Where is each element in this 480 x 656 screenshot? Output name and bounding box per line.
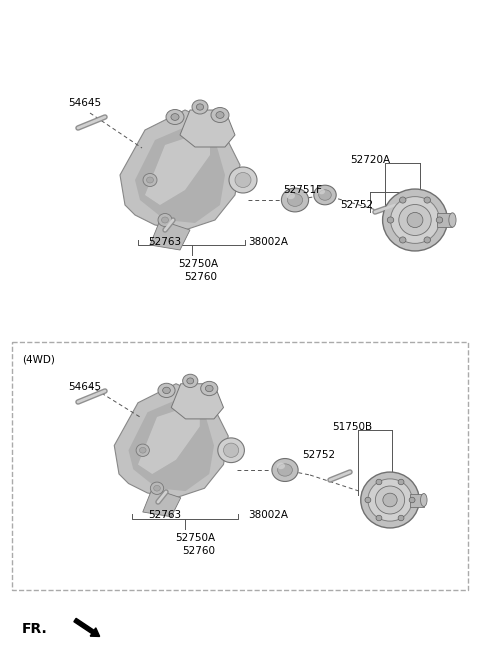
Ellipse shape: [139, 447, 146, 453]
Ellipse shape: [136, 444, 149, 457]
Ellipse shape: [150, 482, 164, 495]
Ellipse shape: [436, 217, 443, 223]
Ellipse shape: [399, 205, 431, 236]
Ellipse shape: [201, 381, 218, 396]
Ellipse shape: [314, 185, 336, 205]
Ellipse shape: [399, 197, 406, 203]
Text: 52763: 52763: [148, 237, 181, 247]
Ellipse shape: [161, 217, 168, 223]
Ellipse shape: [407, 213, 423, 228]
Ellipse shape: [158, 383, 175, 398]
Ellipse shape: [318, 189, 325, 194]
Ellipse shape: [368, 479, 412, 521]
Ellipse shape: [224, 443, 239, 457]
Text: 54645: 54645: [68, 382, 101, 392]
Ellipse shape: [171, 113, 179, 120]
Ellipse shape: [398, 480, 404, 485]
Ellipse shape: [272, 459, 298, 482]
Ellipse shape: [375, 486, 405, 514]
Ellipse shape: [424, 197, 431, 203]
Ellipse shape: [281, 188, 309, 212]
Ellipse shape: [376, 515, 382, 521]
Ellipse shape: [163, 387, 170, 394]
Ellipse shape: [196, 104, 204, 110]
Text: 52752: 52752: [302, 450, 335, 460]
Text: 52760: 52760: [184, 272, 217, 282]
Polygon shape: [171, 384, 224, 419]
Ellipse shape: [192, 100, 208, 114]
Text: (4WD): (4WD): [22, 355, 55, 365]
Polygon shape: [150, 220, 190, 250]
Ellipse shape: [424, 237, 431, 243]
Ellipse shape: [387, 217, 394, 223]
Ellipse shape: [409, 497, 415, 502]
Polygon shape: [120, 110, 240, 230]
Polygon shape: [135, 125, 225, 223]
Ellipse shape: [399, 237, 406, 243]
Text: 38002A: 38002A: [248, 237, 288, 247]
Ellipse shape: [277, 462, 285, 469]
FancyArrow shape: [74, 619, 100, 636]
Ellipse shape: [319, 190, 331, 200]
Text: 51750B: 51750B: [332, 422, 372, 432]
Bar: [437, 213, 453, 227]
Ellipse shape: [158, 213, 172, 226]
Text: 54645: 54645: [68, 98, 101, 108]
Polygon shape: [114, 384, 228, 498]
Ellipse shape: [277, 464, 292, 476]
Ellipse shape: [288, 194, 303, 207]
Ellipse shape: [287, 192, 295, 199]
Ellipse shape: [211, 108, 229, 123]
Ellipse shape: [205, 385, 213, 392]
Ellipse shape: [154, 485, 160, 491]
Ellipse shape: [166, 110, 184, 125]
Polygon shape: [129, 398, 214, 491]
Ellipse shape: [146, 177, 154, 183]
Ellipse shape: [218, 438, 244, 462]
Polygon shape: [143, 488, 181, 517]
Polygon shape: [180, 110, 235, 147]
Ellipse shape: [383, 493, 397, 507]
Text: 52720A: 52720A: [350, 155, 390, 165]
Ellipse shape: [365, 497, 371, 502]
Ellipse shape: [376, 480, 382, 485]
Ellipse shape: [143, 173, 157, 186]
Bar: [409, 493, 424, 506]
Text: 52751F: 52751F: [283, 185, 322, 195]
Ellipse shape: [449, 213, 456, 227]
Bar: [12, 342, 468, 590]
Ellipse shape: [391, 197, 440, 243]
Text: 52752: 52752: [340, 200, 373, 210]
Text: 52763: 52763: [148, 510, 181, 520]
Text: 52750A: 52750A: [175, 533, 215, 543]
Ellipse shape: [383, 189, 447, 251]
Text: 52760: 52760: [182, 546, 215, 556]
Text: 38002A: 38002A: [248, 510, 288, 520]
Ellipse shape: [420, 493, 427, 506]
Text: FR.: FR.: [22, 622, 48, 636]
Ellipse shape: [187, 378, 193, 384]
Ellipse shape: [216, 112, 224, 118]
Ellipse shape: [235, 173, 251, 188]
Polygon shape: [138, 403, 200, 474]
Ellipse shape: [361, 472, 419, 528]
Polygon shape: [145, 130, 210, 205]
Text: 52750A: 52750A: [178, 259, 218, 269]
Ellipse shape: [229, 167, 257, 193]
Ellipse shape: [183, 375, 198, 388]
Ellipse shape: [398, 515, 404, 521]
